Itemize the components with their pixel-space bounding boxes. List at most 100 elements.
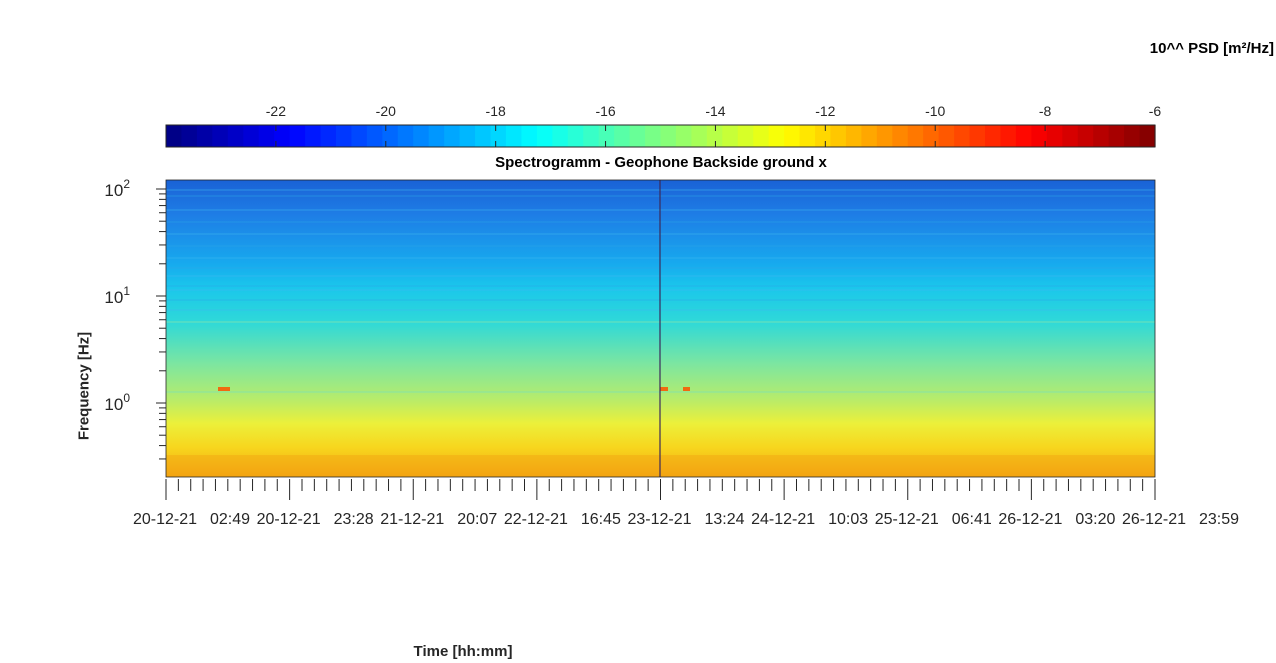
colorbar-swatch [861,125,878,147]
colorbar-swatch [505,125,523,147]
colorbar-swatch [1062,125,1079,147]
colorbar-swatch [227,125,244,147]
colorbar-swatch [366,125,383,147]
colorbar-tick-label: -20 [376,103,396,119]
colorbar-swatch [722,125,739,147]
plot-area: 20-12-21 02:49 20-12-21 23:28 21-12-21 20:07 2… [104,177,1239,528]
y-axis: 100 101 102 [104,177,166,460]
colorbar: -22 -20 -18 -16 -14 -12 -10 -8 -6 [165,103,1162,148]
colorbar-tick-label: -18 [486,103,506,119]
colorbar-frame [165,124,1156,148]
colorbar-swatch [320,125,337,147]
x-tick-date: 21-12-21 [380,511,444,528]
colorbar-swatch [1077,125,1094,147]
x-axis-label: Time [hh:mm] [413,643,513,660]
colorbar-swatch [166,125,183,147]
colorbar-swatch [815,125,832,147]
colorbar-swatch [521,125,538,147]
colorbar-swatch [985,125,1002,147]
colorbar-ticks: -22 -20 -18 -16 -14 -12 -10 -8 -6 [266,103,1162,147]
colorbar-swatch [335,125,353,147]
x-tick-date: 25-12-21 [875,511,939,528]
colorbar-swatch [830,125,847,147]
colorbar-swatch [413,125,430,147]
colorbar-swatch [645,125,662,147]
x-tick-date: 24-12-21 [751,511,815,528]
x-tick-date: 26-12-21 [1122,511,1186,528]
colorbar-swatch [536,125,553,147]
colorbar-swatch [475,125,492,147]
colorbar-swatch [706,125,723,147]
x-tick-time: 23:28 [334,511,374,528]
colorbar-swatch [181,125,198,147]
colorbar-swatch [1108,125,1125,147]
colorbar-swatch [799,125,816,147]
x-axis: 20-12-21 02:49 20-12-21 23:28 21-12-21 20:07 2… [133,479,1239,528]
chart-title: Spectrogramm - Geophone Backside ground … [495,154,827,171]
colorbar-swatch [567,125,584,147]
colorbar-swatch [845,125,862,147]
colorbar-swatch [660,125,677,147]
colorbar-swatch [305,125,322,147]
colorbar-swatch [753,125,770,147]
colorbar-tick-label: -8 [1039,103,1052,119]
colorbar-swatch [490,125,507,147]
x-tick-time: 16:45 [581,511,621,528]
x-tick-time: 20:07 [457,511,497,528]
colorbar-tick-label: -14 [705,103,725,119]
colorbar-swatch [1031,125,1048,147]
x-tick-time: 10:03 [828,511,868,528]
colorbar-swatch [938,125,955,147]
colorbar-swatch [691,125,708,147]
colorbar-swatch [552,125,569,147]
x-tick-time: 13:24 [704,511,744,528]
colorbar-swatch [876,125,893,147]
x-tick-date: 23-12-21 [627,511,691,528]
colorbar-tick-label: -6 [1149,103,1162,119]
colorbar-swatch [196,125,213,147]
colorbar-swatch [892,125,909,147]
colorbar-swatch [737,125,754,147]
x-tick-date: 20-12-21 [133,511,197,528]
colorbar-swatch [459,125,476,147]
colorbar-swatch [923,125,940,147]
colorbar-swatch [629,125,646,147]
colorbar-swatch [907,125,924,147]
colorbar-swatch [274,125,291,147]
colorbar-swatch [784,125,801,147]
x-tick-time: 23:59 [1199,511,1239,528]
colorbar-tick-label: -12 [815,103,835,119]
colorbar-tick-label: -16 [595,103,615,119]
colorbar-swatch [969,125,986,147]
colorbar-title: 10^^ PSD [m²/Hz] [1149,40,1274,57]
colorbar-swatch [397,125,414,147]
event-marker [660,387,668,391]
colorbar-swatch [675,125,692,147]
colorbar-swatch [243,125,260,147]
colorbar-tick-label: -10 [925,103,945,119]
x-tick-date: 20-12-21 [257,511,321,528]
colorbar-swatch [1046,125,1063,147]
colorbar-swatch [382,125,399,147]
colorbar-swatch [428,125,445,147]
colorbar-tick-label: -22 [266,103,286,119]
x-tick-time: 06:41 [952,511,992,528]
colorbar-swatch [289,125,306,147]
colorbar-swatch [1139,125,1156,147]
colorbar-swatch [1000,125,1017,147]
y-tick-label: 100 [104,391,130,414]
colorbar-swatch [444,125,461,147]
colorbar-swatch [598,125,615,147]
x-tick-date: 22-12-21 [504,511,568,528]
x-tick-time: 02:49 [210,511,250,528]
colorbar-swatch [954,125,971,147]
colorbar-swatch [1093,125,1110,147]
event-marker [683,387,690,391]
colorbar-swatch [1124,125,1141,147]
plot-frame [165,179,1156,478]
colorbar-swatches [166,125,1156,147]
colorbar-swatch [258,125,275,147]
y-tick-label: 102 [104,177,130,200]
colorbar-swatch [614,125,631,147]
